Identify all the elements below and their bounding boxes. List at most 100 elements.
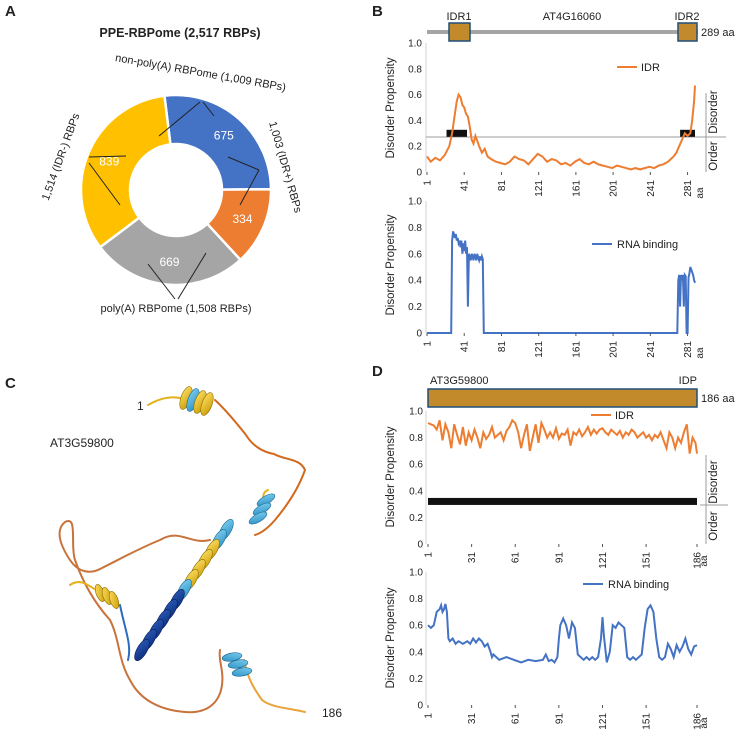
plot-b-idr: 0 0.2 0.4 0.6 0.8 1.0 Disorder Propensity Dis… — [385, 39, 726, 199]
idr-segment — [428, 497, 697, 505]
y-axis-label: Disorder Propensity — [385, 214, 397, 315]
y-axis-label: Disorder Propensity — [385, 57, 397, 158]
y-tick-label: 1.0 — [408, 39, 422, 50]
structure-helices — [94, 386, 276, 677]
x-tick-label: 161 — [571, 180, 582, 197]
x-tick-label: 241 — [646, 341, 657, 358]
protein-name-d: AT3G59800 — [430, 375, 489, 387]
x-tick-label: 201 — [609, 180, 620, 197]
panel-d: AT3G59800 IDP 186 aa 0 0.2 0.4 0.6 0.8 1.0 Di… — [385, 375, 736, 730]
x-tick-label: 121 — [598, 713, 609, 730]
x-tick-label: 201 — [609, 341, 620, 358]
protein-structure: AT3G59800 1 186 — [50, 386, 342, 720]
domain-idp — [427, 388, 698, 408]
disorder-label: Disorder — [708, 460, 720, 504]
series-rna-line — [427, 601, 698, 664]
x-tick-label: 1 — [424, 552, 435, 558]
y-tick-label: 0.4 — [409, 486, 423, 497]
helix-upper-right — [248, 493, 276, 525]
panel-label-a: A — [5, 3, 16, 20]
leader-polya-gray — [177, 252, 207, 300]
x-tick-label: 81 — [497, 341, 508, 353]
legend-rna-label: RNA binding — [617, 239, 678, 251]
annotation-idr-minus: 1,514 (IDR-) RBPs — [40, 111, 83, 202]
x-tick-label: 151 — [642, 713, 653, 730]
y-tick-label: 1.0 — [408, 197, 422, 208]
x-tick-label: 91 — [554, 713, 565, 725]
y-tick-label: 0.4 — [408, 116, 422, 127]
x-tick-label: 186 — [693, 552, 704, 569]
x-tick-label: 186 — [693, 713, 704, 730]
plot-d-rna: 0 0.2 0.4 0.6 0.8 1.0 Disorder Propensity RNA… — [385, 568, 710, 730]
legend-idr-label: IDR — [641, 62, 660, 74]
structure-c-term: 186 — [322, 706, 342, 720]
helix-left — [94, 584, 120, 609]
idr-threshold-segments — [428, 497, 697, 505]
helix-turn — [134, 639, 150, 661]
y-tick-label: 0.2 — [409, 674, 423, 685]
legend-rna-label: RNA binding — [608, 579, 669, 591]
length-label-b: 289 aa — [701, 27, 736, 39]
legend-idr-label: IDR — [615, 410, 634, 422]
y-axis-label: Disorder Propensity — [385, 587, 397, 688]
donut-leader-lines — [88, 101, 260, 300]
y-tick-label: 0.6 — [409, 460, 423, 471]
x-tick-label: 281 — [683, 341, 694, 358]
y-tick-label: 0.4 — [409, 647, 423, 658]
helix-turn — [248, 511, 268, 525]
plot-d-idr: 0 0.2 0.4 0.6 0.8 1.0 Disorder Propensity Dis… — [385, 407, 728, 569]
leader-nonpolya-blue — [158, 101, 201, 137]
donut-slice-value: 675 — [214, 129, 234, 143]
donut-slice-labels: 675 334 669 839 — [99, 129, 253, 270]
x-unit-label: aa — [699, 717, 710, 729]
disorder-label: Disorder — [708, 90, 720, 134]
panel-label-d: D — [372, 363, 383, 380]
donut-slice-value: 839 — [99, 155, 119, 169]
x-tick-label: 41 — [460, 341, 471, 353]
y-tick-label: 0.6 — [408, 249, 422, 260]
x-unit-label: aa — [695, 347, 706, 359]
donut-slice — [79, 94, 172, 249]
plot-b-rna: 0 0.2 0.4 0.6 0.8 1.0 Disorder Propensity RNA… — [385, 197, 706, 359]
helix-turn — [108, 591, 120, 609]
y-tick-labels: 0 0.2 0.4 0.6 0.8 1.0 — [408, 197, 422, 340]
donut-slices — [79, 93, 273, 287]
leader-polya-gold — [147, 263, 176, 300]
structure-n-term: 1 — [137, 399, 144, 413]
structure-name: AT3G59800 — [50, 436, 114, 450]
coil-segment — [243, 659, 306, 713]
panel-label-c: C — [5, 375, 16, 392]
x-tick-label: 41 — [460, 180, 471, 192]
coil-segment — [214, 399, 306, 536]
x-tick-label: 31 — [467, 552, 478, 564]
x-tick-labels: 1 41 81 121 161 201 241 281 — [423, 333, 694, 358]
x-unit-label: aa — [699, 555, 710, 567]
donut-slice — [98, 215, 243, 287]
domain-idr1-label: IDR1 — [446, 11, 471, 23]
leader-idrplus-orange — [227, 156, 260, 171]
series-idr-line — [426, 85, 696, 171]
y-tick-label: 0 — [417, 701, 423, 712]
y-tick-label: 0.8 — [408, 64, 422, 75]
y-tick-label: 0 — [417, 540, 423, 551]
y-tick-label: 0.6 — [409, 621, 423, 632]
series-rna-line — [427, 231, 696, 334]
coil-segment — [119, 604, 131, 661]
domain-idr2-label: IDR2 — [674, 11, 699, 23]
panel-label-b: B — [372, 3, 383, 20]
x-tick-label: 1 — [424, 713, 435, 719]
panel-b: IDR1 IDR2 AT4G16060 289 aa 00.20.40.60.8… — [385, 11, 736, 359]
donut-slice-value: 334 — [233, 212, 253, 226]
annotation-polya: poly(A) RBPome (1,508 RBPs) — [101, 303, 252, 315]
coil-segment — [147, 396, 181, 406]
x-tick-labels: 1 31 61 91 121 151 186 — [424, 544, 704, 569]
x-tick-label: 91 — [554, 552, 565, 564]
y-tick-label: 1.0 — [409, 568, 423, 579]
helix-lower-right — [221, 652, 253, 677]
coil-segment — [69, 581, 97, 591]
coil-segment — [58, 520, 224, 714]
domain-idr2 — [677, 22, 698, 42]
order-label: Order — [708, 141, 720, 171]
leader-idrminus-gold — [88, 162, 121, 206]
